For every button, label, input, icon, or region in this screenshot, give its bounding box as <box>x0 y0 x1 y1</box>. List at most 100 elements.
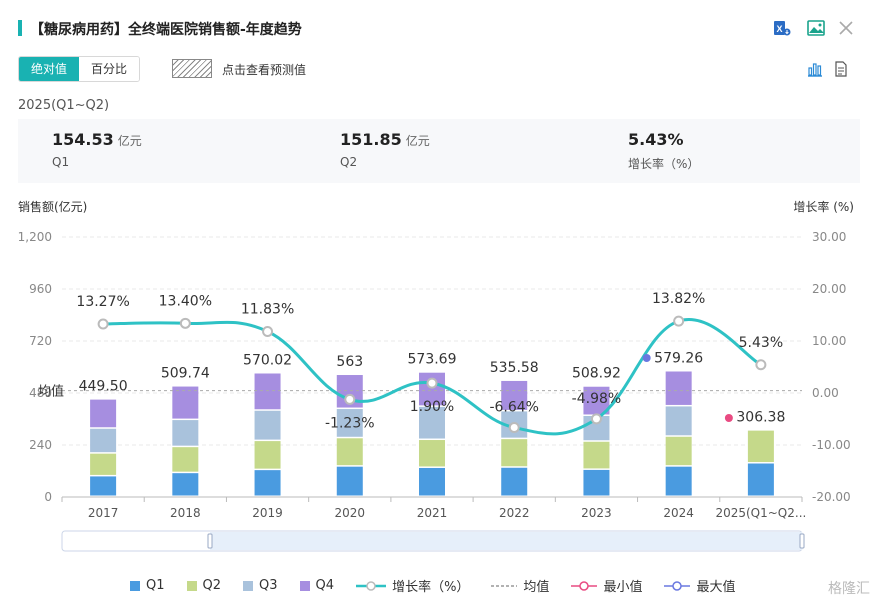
q1-label: Q1 <box>52 155 70 169</box>
y-tick-label: 720 <box>29 334 52 348</box>
y-tick-label: 480 <box>29 386 52 400</box>
close-icon[interactable] <box>836 18 856 38</box>
bar-q1 <box>90 476 117 496</box>
growth-point <box>179 317 191 329</box>
bar-total-label: 570.02 <box>243 352 292 368</box>
bar-total-label: 563 <box>336 354 363 370</box>
q2-label: Q2 <box>340 155 358 169</box>
q1-stat: 154.53 亿元 Q1 <box>52 130 142 169</box>
bar-q2 <box>419 440 445 467</box>
bar-q1 <box>336 466 363 496</box>
bar-q4 <box>90 399 117 428</box>
x-tick-label: 2020 <box>335 506 366 520</box>
bar-total-label: 449.50 <box>79 379 128 395</box>
legend-min-label: 最小值 <box>603 580 643 595</box>
legend-q1-label: Q1 <box>146 578 165 593</box>
bar-q2 <box>583 441 610 469</box>
bar-q1 <box>501 467 528 496</box>
bar-total-label: 535.58 <box>490 360 539 376</box>
legend-q4[interactable]: Q4 <box>299 578 335 593</box>
image-export-icon[interactable] <box>806 18 826 38</box>
summary-panel: 154.53 亿元 Q1 151.85 亿元 Q2 5.43% 增长率（%） <box>18 119 860 183</box>
x-tick-label: 2023 <box>581 506 612 520</box>
growth-label: 5.43% <box>739 335 783 351</box>
legend-q3[interactable]: Q3 <box>243 578 278 593</box>
growth-label: 1.90% <box>410 399 454 415</box>
growth-label: -4.98% <box>572 391 622 407</box>
legend-mean-label: 均值 <box>523 580 550 595</box>
legend-growth[interactable]: 增长率（%） <box>356 576 469 595</box>
bar-q1 <box>747 463 774 496</box>
chart-legend: Q1 Q2 Q3 Q4 增长率（%） 均值 最小值 最大值 <box>130 576 757 595</box>
legend-q3-label: Q3 <box>259 578 278 593</box>
bar-q2 <box>254 441 281 469</box>
bar-total-label: 508.92 <box>572 366 621 382</box>
bar-q3 <box>254 410 281 440</box>
legend-q1[interactable]: Q1 <box>130 578 165 593</box>
y2-tick-label: 20.00 <box>812 282 846 296</box>
bar-q1 <box>172 473 199 496</box>
sales-trend-chart: 0 240 480 720 960 1,200 -20.00 -10.00 0.00 10.00 2… <box>18 230 851 552</box>
absolute-value-tab[interactable]: 绝对值 <box>19 57 80 81</box>
bar-q3 <box>665 406 692 436</box>
growth-label: -6.64% <box>489 400 539 416</box>
excel-export-icon[interactable]: X <box>772 18 792 38</box>
zoom-handle-right <box>799 533 805 549</box>
percentage-tab[interactable]: 百分比 <box>79 57 140 81</box>
chart-header: 【糖尿病用药】全终端医院销售额-年度趋势 X <box>0 0 876 56</box>
bar-total-label: 579.26 <box>654 350 703 366</box>
legend-max-swatch <box>664 580 691 591</box>
x-tick-label: 2025(Q1~Q2... <box>715 506 806 520</box>
forecast-hatch-swatch[interactable] <box>172 59 212 78</box>
y2-tick-label: -20.00 <box>812 490 851 504</box>
growth-point <box>97 318 109 330</box>
growth-label: -1.23% <box>325 415 375 431</box>
growth-point <box>673 315 685 327</box>
legend-q1-swatch <box>130 580 140 591</box>
legend-min-swatch <box>571 580 598 591</box>
y2-tick-label: 10.00 <box>812 334 846 348</box>
data-table-view-icon[interactable] <box>832 60 850 78</box>
bar-q2 <box>90 453 117 475</box>
y-axis-title: 销售额(亿元) <box>18 200 88 214</box>
y2-axis-title: 增长率 (%) <box>793 200 854 214</box>
growth-point <box>262 325 274 337</box>
legend-max[interactable]: 最大值 <box>664 576 735 595</box>
svg-text:X: X <box>776 24 782 34</box>
growth-label: 13.82% <box>652 291 705 307</box>
legend-q4-label: Q4 <box>315 578 335 593</box>
x-tick-label: 2019 <box>252 506 283 520</box>
bar-q2 <box>501 439 528 467</box>
bar-q4 <box>583 386 610 415</box>
legend-q2-swatch <box>186 580 197 591</box>
bar-q2 <box>172 447 199 472</box>
legend-growth-label: 增长率（%） <box>392 580 470 595</box>
bar-q4 <box>172 386 199 419</box>
x-tick-label: 2024 <box>663 506 694 520</box>
bar-chart-view-icon[interactable] <box>806 60 824 78</box>
legend-q2[interactable]: Q2 <box>186 578 221 593</box>
growth-value: 5.43% <box>628 130 684 149</box>
bar-q4 <box>254 373 281 410</box>
forecast-hint[interactable]: 点击查看预测值 <box>222 63 307 77</box>
q1-value: 154.53 <box>52 130 114 149</box>
bar-q2 <box>747 430 774 463</box>
y-tick-label: 0 <box>44 490 52 504</box>
value-mode-toggle: 绝对值 百分比 <box>18 56 141 82</box>
legend-q4-swatch <box>299 580 310 591</box>
bar-q1 <box>254 470 281 496</box>
legend-max-label: 最大值 <box>696 580 736 595</box>
page-title: 【糖尿病用药】全终端医院销售额-年度趋势 <box>30 22 302 38</box>
growth-point <box>590 413 602 425</box>
bar-q2 <box>336 438 363 466</box>
legend-mean[interactable]: 均值 <box>491 576 549 595</box>
watermark: 格隆汇 <box>828 581 870 597</box>
y-tick-label: 960 <box>29 282 52 296</box>
x-tick-label: 2021 <box>417 506 448 520</box>
y2-tick-label: 30.00 <box>812 230 846 244</box>
legend-min[interactable]: 最小值 <box>571 576 642 595</box>
growth-point <box>344 393 356 405</box>
growth-point <box>508 422 520 434</box>
x-tick-label: 2018 <box>170 506 201 520</box>
bar-q1 <box>665 466 692 496</box>
